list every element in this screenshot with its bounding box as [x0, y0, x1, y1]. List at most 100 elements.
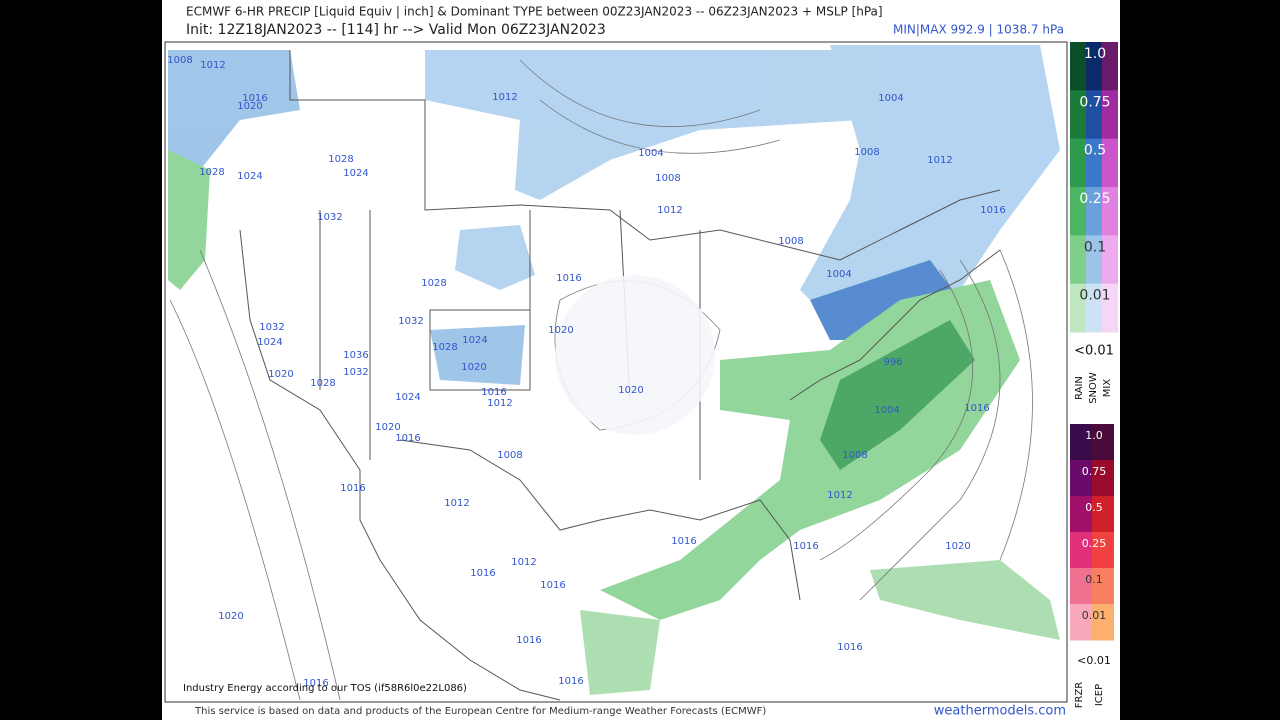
isobar	[169, 299, 301, 701]
legend-swatch	[1086, 187, 1102, 236]
isobar-label: 1032	[343, 367, 368, 378]
legend-swatch	[1102, 187, 1118, 236]
legend-swatch	[1086, 90, 1102, 140]
legend-swatch	[1070, 138, 1086, 188]
isobar	[539, 99, 781, 154]
legend-type: SNOW	[1088, 372, 1099, 404]
legend: 1.0 0.75 0.5 0.25 0.1 0.01 <0.01 RAIN SNOW MIX 1.0…	[1070, 42, 1118, 708]
legend-type: FRZR	[1074, 682, 1085, 709]
legend-swatch	[1086, 235, 1102, 285]
legend-swatch	[1092, 424, 1114, 461]
rain-area	[820, 320, 975, 470]
legend-level: 0.25	[1082, 537, 1107, 550]
legend-level: 0.75	[1082, 465, 1107, 478]
legend-level: 0.01	[1079, 288, 1110, 304]
legend-swatch	[1092, 532, 1114, 569]
isobar-label: 1008	[655, 173, 680, 184]
legend-level: 0.01	[1082, 609, 1107, 622]
legend-swatch	[1086, 138, 1102, 188]
legend-swatch	[1070, 604, 1092, 641]
isobar-label: 1012	[492, 92, 517, 103]
legend-level: 0.1	[1084, 239, 1106, 255]
isobar-label: 1020	[618, 385, 643, 396]
min-max: MIN|MAX 992.9 | 1038.7 hPa	[893, 23, 1064, 37]
legend-level: 0.25	[1079, 191, 1110, 207]
legend-swatch	[1070, 42, 1086, 91]
isobar-label: 1016	[980, 205, 1005, 216]
boundaries	[239, 50, 1001, 701]
isobar	[999, 249, 1033, 561]
isobar-label: 1016	[837, 642, 862, 653]
snow-area	[168, 50, 300, 200]
legend-swatch	[1070, 424, 1092, 461]
subtitle: Init: 12Z18JAN2023 -- [114] hr --> Valid…	[186, 22, 606, 38]
isobar-label: 1020	[548, 325, 573, 336]
isobar-label: 1012	[927, 155, 952, 166]
legend-swatch	[1102, 42, 1118, 91]
legend-swatch	[1102, 138, 1118, 188]
isobar-label: 1020	[237, 101, 262, 112]
isobar-label: 1016	[671, 536, 696, 547]
title: ECMWF 6-HR PRECIP [Liquid Equiv | inch] …	[186, 5, 883, 19]
isobar-label: 1028	[421, 278, 446, 289]
isobar-label: 1020	[375, 422, 400, 433]
isobar	[819, 269, 973, 561]
isobar	[199, 249, 341, 701]
isobar-label: 1008	[778, 236, 803, 247]
isobar-label: 1032	[317, 212, 342, 223]
legend-swatch	[1070, 187, 1086, 236]
isobar-label: 1012	[200, 60, 225, 71]
isobar-label: 1016	[481, 387, 506, 398]
isobar-label: 1012	[444, 498, 469, 509]
isobar-label: 996	[883, 357, 902, 368]
coastline	[239, 229, 561, 701]
rain-area	[580, 610, 660, 695]
legend-level: 1.0	[1084, 46, 1106, 62]
legend-swatch	[1092, 496, 1114, 533]
legend-level: 0.5	[1084, 143, 1106, 159]
legend-swatch	[1102, 90, 1118, 140]
isobar-label: 1016	[558, 676, 583, 687]
isobar-label: 1016	[395, 433, 420, 444]
isobar-label: 1020	[945, 541, 970, 552]
isobar-label: 1016	[516, 635, 541, 646]
isobar-label: 1016	[303, 678, 328, 689]
border	[289, 50, 1001, 261]
isobar-label: 1020	[461, 362, 486, 373]
snow-area	[455, 225, 535, 290]
isobar-label: 1004	[638, 148, 663, 159]
isobar-label: 1028	[199, 167, 224, 178]
isobar-label: 1004	[878, 93, 903, 104]
isobar-label: 1024	[237, 171, 262, 182]
legend-type: ICEP	[1094, 684, 1105, 706]
legend-swatch	[1102, 235, 1118, 285]
tos-note: Industry Energy according to our TOS (if…	[183, 683, 467, 694]
isobar-label: 1012	[487, 398, 512, 409]
legend-none: <0.01	[1074, 344, 1114, 359]
snow-area	[430, 325, 525, 385]
isobar-label: 1008	[497, 450, 522, 461]
legend-swatch	[1070, 90, 1086, 140]
watermark	[555, 275, 715, 435]
site-link[interactable]: weathermodels.com	[934, 704, 1066, 719]
isobar-label: 1032	[259, 322, 284, 333]
snow-area	[800, 45, 1060, 330]
isobar-label: 1016	[540, 580, 565, 591]
legend-swatch	[1070, 532, 1092, 569]
isobar-label: 1028	[328, 154, 353, 165]
isobar-label: 1024	[343, 168, 368, 179]
legend-swatch	[1086, 42, 1102, 91]
isobar-label: 1016	[470, 568, 495, 579]
legend-level: 0.1	[1085, 573, 1103, 586]
isobar-label: 1004	[874, 405, 899, 416]
legend-swatch	[1092, 460, 1114, 497]
isobar-label: 1008	[842, 450, 867, 461]
legend-type: RAIN	[1074, 376, 1085, 400]
legend-level: 0.75	[1079, 94, 1110, 110]
isobar-label: 1032	[398, 316, 423, 327]
isobar-label: 1036	[343, 350, 368, 361]
isobar-label: 1012	[827, 490, 852, 501]
isobar-label: 1008	[854, 147, 879, 158]
isobar-label: 1012	[657, 205, 682, 216]
isobar-label: 1012	[511, 557, 536, 568]
